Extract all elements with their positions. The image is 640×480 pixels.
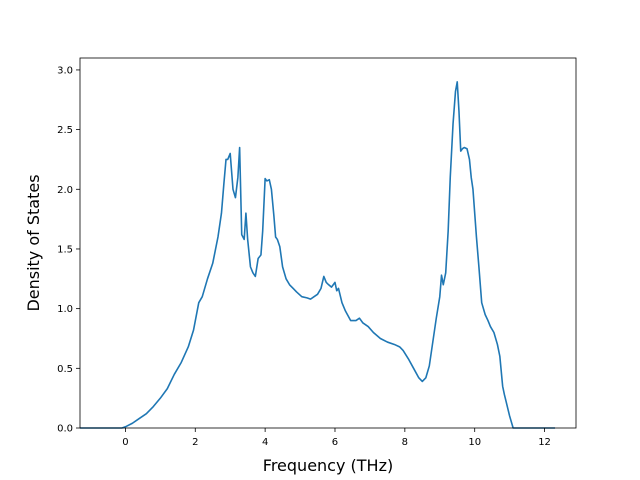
x-tick-label: 10 — [468, 437, 481, 448]
y-tick-label: 1.0 — [57, 304, 73, 315]
x-tick-label: 8 — [402, 437, 408, 448]
plot-area — [80, 81, 556, 429]
y-tick-label: 2.0 — [57, 185, 73, 196]
y-axis-ticks: 0.0 0.5 1.0 1.5 2.0 2.5 3.0 — [57, 65, 80, 435]
y-tick-label: 0.0 — [57, 424, 73, 435]
axes-frame — [79, 57, 577, 429]
x-tick-label: 2 — [192, 437, 198, 448]
y-tick-label: 2.5 — [57, 125, 73, 136]
x-axis-label: Frequency (THz) — [263, 456, 393, 475]
x-axis-ticks: 0 2 4 6 8 10 12 — [122, 428, 551, 448]
x-tick-label: 12 — [538, 437, 551, 448]
y-tick-label: 3.0 — [57, 65, 73, 76]
y-tick-label: 0.5 — [57, 364, 73, 375]
y-tick-label: 1.5 — [57, 244, 73, 255]
x-tick-label: 4 — [262, 437, 268, 448]
dos-series-line — [80, 81, 556, 429]
x-tick-label: 6 — [332, 437, 338, 448]
x-tick-label: 0 — [122, 437, 128, 448]
y-axis-label: Density of States — [24, 174, 43, 311]
